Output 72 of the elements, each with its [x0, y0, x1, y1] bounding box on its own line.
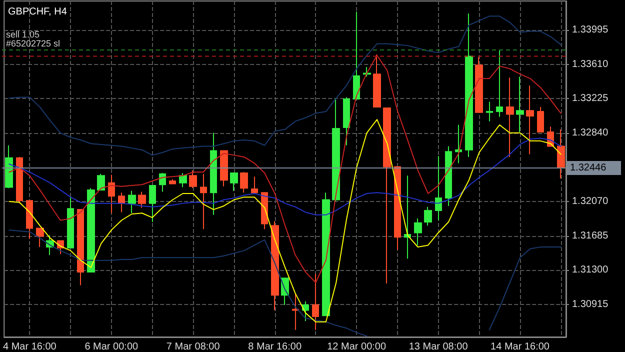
x-tick-label: 14 Mar 16:00 [490, 342, 550, 352]
candlestick [149, 184, 156, 223]
candlestick [169, 178, 176, 184]
candlestick [138, 191, 146, 208]
candlestick [240, 172, 248, 194]
candlestick [26, 200, 33, 240]
candlestick [363, 66, 371, 78]
candlestick [557, 128, 565, 179]
y-tick-label: 1.31300 [572, 264, 609, 276]
candlestick [465, 12, 473, 158]
candlestick [251, 176, 258, 194]
candlestick [455, 124, 462, 164]
ref-line-label: #65202725 sl [6, 38, 60, 49]
candlestick [271, 220, 279, 311]
candlestick [516, 76, 524, 133]
candlestick [424, 206, 432, 226]
y-tick-label: 1.33610 [572, 58, 609, 70]
candlestick [67, 196, 74, 248]
y-tick-label: 1.33995 [572, 24, 609, 36]
candlestick [486, 101, 493, 122]
candlestick [537, 106, 544, 133]
candlestick [435, 156, 442, 221]
candlestick [302, 300, 309, 322]
candlestick [373, 54, 381, 108]
candlestick [526, 85, 534, 155]
candlestick [16, 156, 23, 204]
candlestick [77, 209, 84, 286]
candlestick [414, 218, 422, 246]
x-tick-label: 8 Mar 16:00 [248, 342, 302, 352]
line-series [8, 119, 562, 322]
candlestick [404, 175, 411, 260]
candlestick [87, 188, 95, 272]
x-tick-label: 4 Mar 16:00 [2, 342, 57, 352]
x-tick-label: 13 Mar 08:00 [408, 342, 468, 352]
candlestick [312, 273, 319, 330]
candlestick [343, 96, 350, 146]
candlestick [210, 132, 217, 216]
line-series [8, 54, 562, 284]
y-tick-label: 1.32070 [572, 196, 609, 208]
candlestick [159, 172, 166, 192]
line-series [8, 138, 562, 216]
candlestick [128, 190, 136, 214]
ref-line-label: 1.32446 [570, 162, 607, 174]
candlestick [220, 150, 228, 187]
x-tick-label: 12 Mar 00:00 [327, 342, 386, 352]
candlestick [332, 98, 340, 202]
y-tick-label: 1.33225 [572, 93, 609, 104]
x-tick-label: 6 Mar 00:00 [84, 342, 139, 352]
candlestick [200, 173, 207, 230]
candlestick [394, 166, 401, 250]
candlestick [445, 146, 452, 206]
candlestick [97, 173, 105, 190]
candlestick [189, 170, 197, 189]
candlestick [179, 172, 187, 188]
y-tick-label: 1.32840 [572, 127, 609, 138]
candlestick [292, 292, 299, 330]
y-tick-label: 1.31685 [572, 230, 609, 242]
candlestick [496, 50, 503, 118]
x-tick-label: 7 Mar 08:00 [166, 342, 220, 352]
candlestick [506, 77, 514, 158]
candlestick [118, 192, 125, 213]
candlestick [36, 228, 44, 248]
text: GBPCHF, H4 [8, 6, 68, 18]
ref-line-label: sell 1.05 [6, 30, 40, 40]
candlestick [5, 144, 13, 189]
candlestick [475, 56, 483, 113]
candlestick [230, 172, 238, 192]
candlestick [322, 192, 330, 316]
candlestick [383, 107, 391, 284]
y-tick-label: 1.30915 [572, 298, 609, 310]
candlestick [353, 11, 360, 100]
candlestick [108, 174, 115, 214]
